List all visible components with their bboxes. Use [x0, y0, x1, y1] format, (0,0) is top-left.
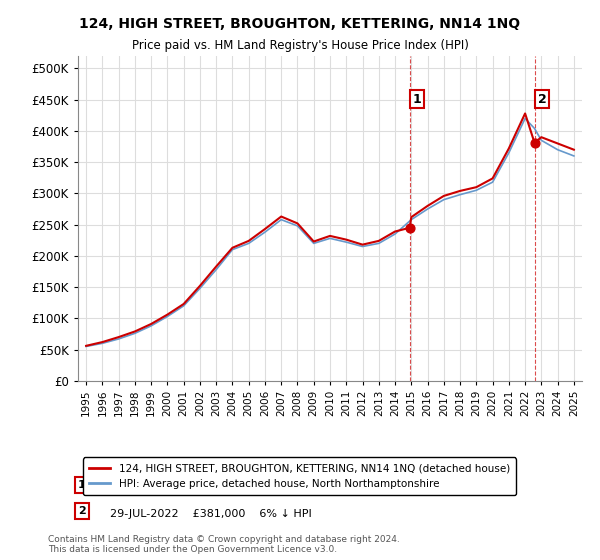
- Text: 2: 2: [538, 93, 547, 106]
- Text: 124, HIGH STREET, BROUGHTON, KETTERING, NN14 1NQ: 124, HIGH STREET, BROUGHTON, KETTERING, …: [79, 17, 521, 31]
- Text: Price paid vs. HM Land Registry's House Price Index (HPI): Price paid vs. HM Land Registry's House …: [131, 39, 469, 52]
- Point: [530, 138, 539, 147]
- Point: [405, 223, 415, 232]
- Text: Contains HM Land Registry data © Crown copyright and database right 2024.
This d: Contains HM Land Registry data © Crown c…: [48, 535, 400, 554]
- Text: 1: 1: [78, 480, 86, 490]
- Text: 26-NOV-2014    £245,000    1% ↑ HPI: 26-NOV-2014 £245,000 1% ↑ HPI: [103, 483, 318, 493]
- Legend: 124, HIGH STREET, BROUGHTON, KETTERING, NN14 1NQ (detached house), HPI: Average : 124, HIGH STREET, BROUGHTON, KETTERING, …: [83, 458, 516, 495]
- Text: 1: 1: [413, 93, 422, 106]
- Text: 29-JUL-2022    £381,000    6% ↓ HPI: 29-JUL-2022 £381,000 6% ↓ HPI: [103, 509, 312, 519]
- Text: 2: 2: [78, 506, 86, 516]
